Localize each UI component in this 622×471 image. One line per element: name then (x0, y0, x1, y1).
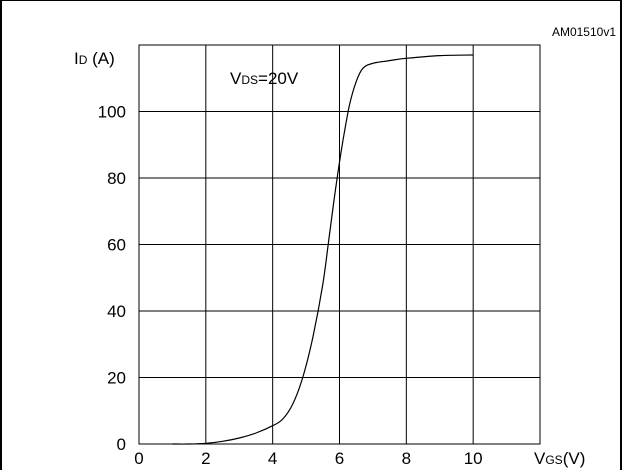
y-axis-label: ID (A) (74, 49, 115, 68)
y-tick-label: 80 (107, 169, 126, 188)
id-vs-vgs-curve (172, 54, 474, 445)
y-tick-label: 40 (107, 302, 126, 321)
x-tick-labels: 0 2 4 6 8 10 (134, 449, 482, 468)
x-tick-label: 10 (464, 449, 483, 468)
x-tick-label: 6 (335, 449, 344, 468)
y-tick-labels: 0 20 40 60 80 100 (98, 103, 126, 455)
y-tick-label: 100 (98, 103, 126, 122)
vds-annotation: VDS=20V (230, 69, 299, 88)
x-tick-label: 4 (268, 449, 277, 468)
figure-id: AM01510v1 (552, 25, 616, 39)
y-tick-label: 60 (107, 236, 126, 255)
x-tick-label: 0 (134, 449, 143, 468)
grid (138, 44, 541, 445)
series-group (172, 54, 474, 445)
x-axis-label: VGS(V) (534, 449, 585, 468)
y-tick-label: 20 (107, 369, 126, 388)
x-tick-label: 8 (402, 449, 411, 468)
y-tick-label: 0 (117, 435, 126, 454)
x-tick-label: 2 (201, 449, 210, 468)
